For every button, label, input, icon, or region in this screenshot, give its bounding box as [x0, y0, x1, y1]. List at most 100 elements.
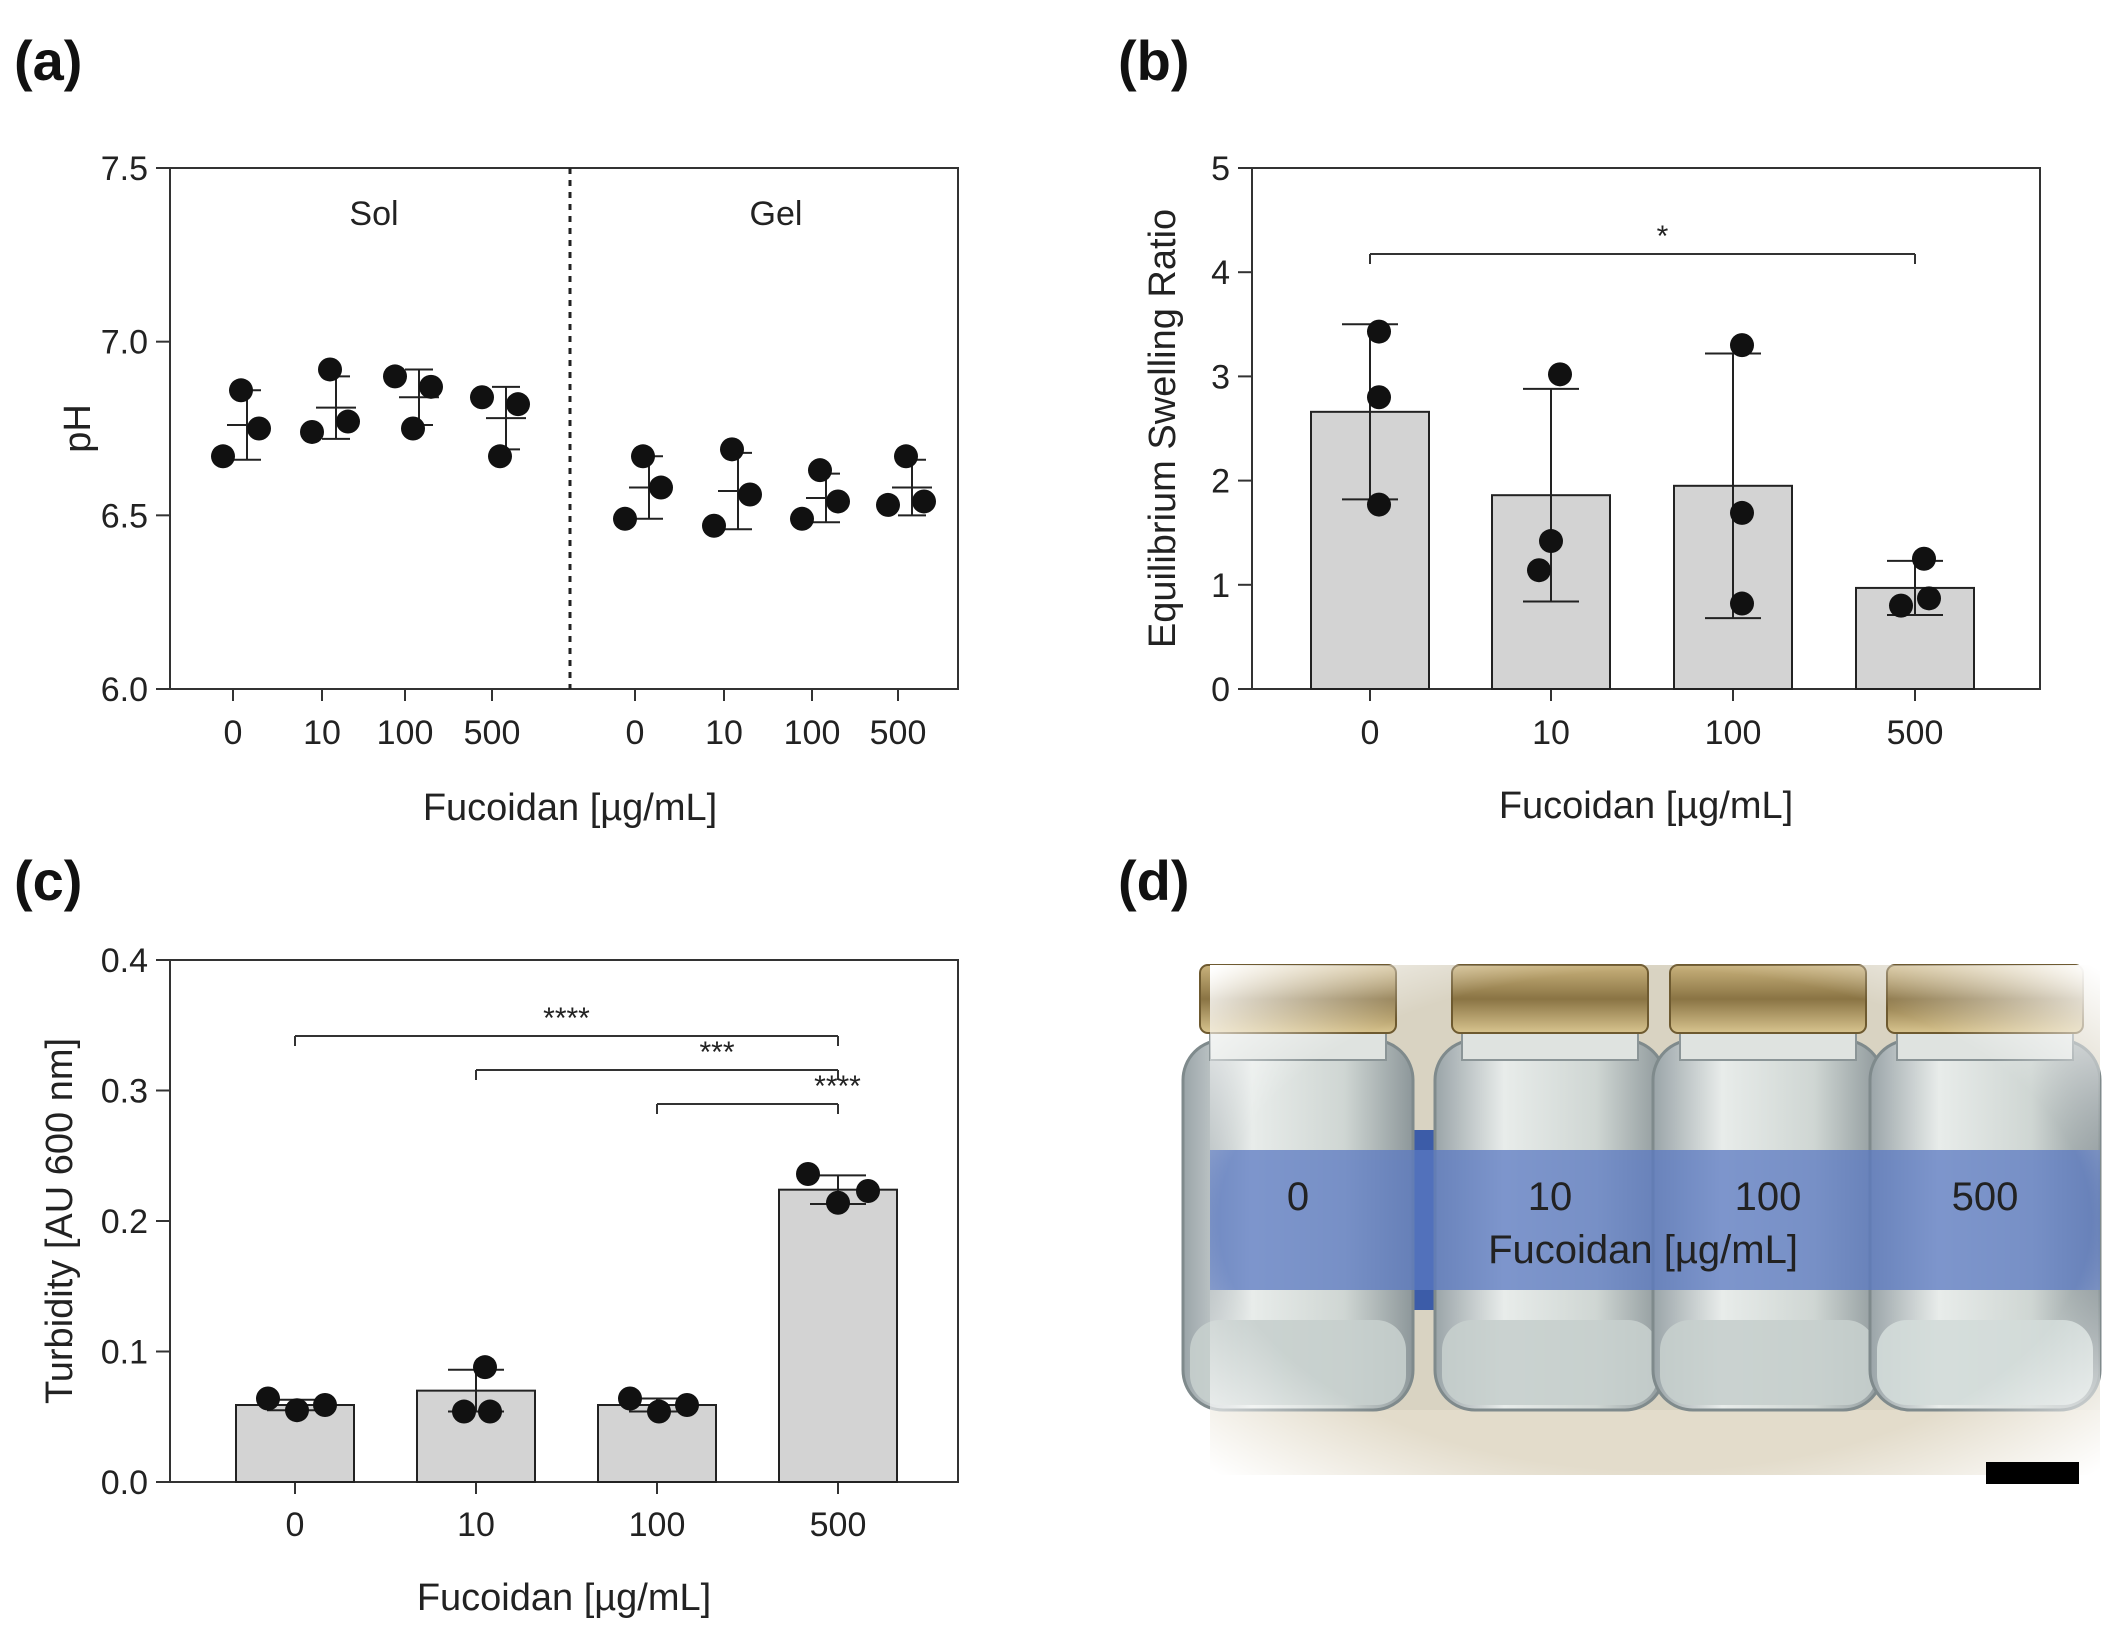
chart-a-xtick-label: 100	[377, 714, 434, 752]
chart-a-point	[876, 492, 900, 517]
chart-c-sig-label: ***	[699, 1036, 734, 1069]
chart-a-point	[613, 506, 637, 531]
chart-b-point	[1730, 500, 1754, 525]
photo-caption: Fucoidan [µg/mL]	[1488, 1228, 1798, 1272]
chart-a-xtick-label: 100	[784, 714, 841, 752]
chart-c-point	[285, 1398, 309, 1423]
chart-b-xtick-label: 100	[1705, 714, 1762, 752]
chart-a-point	[401, 416, 425, 441]
chart-b-sig-label: *	[1657, 220, 1669, 253]
chart-b-xtick-label: 0	[1361, 714, 1380, 752]
chart-b-point	[1367, 319, 1391, 344]
vial-label-0: 0	[1287, 1175, 1309, 1219]
chart-c-point	[796, 1162, 820, 1187]
chart-a-point	[738, 482, 762, 507]
chart-b-ytick-label: 4	[1211, 254, 1230, 292]
chart-b-ytick-label: 0	[1211, 671, 1230, 709]
chart-a-point	[336, 409, 360, 434]
chart-a-point	[631, 444, 655, 469]
chart-a-ylabel: pH	[57, 404, 99, 453]
chart-b-ytick-label: 1	[1211, 567, 1230, 605]
chart-c-xtick-label: 0	[286, 1506, 305, 1544]
chart-b-point	[1527, 558, 1551, 583]
chart-a-point	[702, 513, 726, 538]
chart-a-point	[894, 444, 918, 469]
vial-label-500: 500	[1952, 1175, 2019, 1219]
chart-a-point	[506, 392, 530, 417]
chart-a-point	[649, 475, 673, 500]
chart-c-point	[473, 1355, 497, 1380]
chart-c-ytick-label: 0.4	[101, 942, 148, 980]
chart-a-xlabel: Fucoidan [µg/mL]	[423, 787, 717, 829]
chart-a-ytick-label: 7.5	[101, 150, 148, 188]
chart-c-point	[256, 1386, 280, 1411]
chart-b-point	[1730, 333, 1754, 358]
chart-a-point	[808, 458, 832, 483]
chart-c-xtick-label: 100	[629, 1506, 686, 1544]
chart-a-xtick-label: 0	[224, 714, 243, 752]
panel-label-a: (a)	[14, 29, 83, 92]
chart-c-point	[647, 1399, 671, 1424]
chart-a-group-gel: Gel	[750, 195, 803, 233]
chart-c-xlabel: Fucoidan [µg/mL]	[417, 1577, 711, 1619]
chart-a-point	[470, 385, 494, 410]
chart-b-point	[1912, 546, 1936, 571]
chart-c-point	[856, 1178, 880, 1203]
chart-b-ytick-label: 5	[1211, 150, 1230, 188]
chart-a-point	[318, 357, 342, 382]
chart-b-ylabel: Equilibrium Swelling Ratio	[1142, 209, 1184, 648]
chart-c-point	[618, 1386, 642, 1411]
chart-c-xtick-label: 500	[810, 1506, 867, 1544]
chart-c-sig-label: ****	[814, 1070, 861, 1103]
chart-c-ytick-label: 0.0	[101, 1464, 148, 1502]
chart-c-point	[478, 1399, 502, 1424]
chart-a-point	[720, 437, 744, 462]
chart-a-point	[247, 416, 271, 441]
chart-a-point	[488, 444, 512, 469]
chart-b-point	[1889, 593, 1913, 618]
chart-a-plot-frame	[169, 167, 959, 690]
chart-b-point	[1730, 591, 1754, 616]
chart-b-point	[1367, 385, 1391, 410]
vial-label-10: 10	[1528, 1175, 1573, 1219]
chart-c-ytick-label: 0.1	[101, 1334, 148, 1372]
chart-a-point	[826, 489, 850, 514]
chart-b-ytick-label: 3	[1211, 358, 1230, 396]
chart-b-point	[1367, 492, 1391, 517]
panel-label-b: (b)	[1118, 29, 1190, 92]
scale-bar	[1986, 1462, 2079, 1484]
vial-label-100: 100	[1735, 1175, 1802, 1219]
chart-a-point	[912, 489, 936, 514]
chart-b-xtick-label: 500	[1887, 714, 1944, 752]
chart-a-ytick-label: 7.0	[101, 324, 148, 362]
photo-vignette	[1210, 965, 2100, 1475]
chart-a-xtick-label: 10	[303, 714, 341, 752]
chart-b-point	[1917, 586, 1941, 611]
chart-a-point	[300, 419, 324, 444]
chart-a-xtick-label: 10	[705, 714, 743, 752]
chart-a-ytick-label: 6.5	[101, 497, 148, 535]
chart-c-ytick-label: 0.2	[101, 1203, 148, 1241]
chart-b-point	[1548, 362, 1572, 387]
chart-b-ytick-label: 2	[1211, 463, 1230, 501]
chart-a-ytick-label: 6.0	[101, 671, 148, 709]
chart-a-xtick-label: 500	[464, 714, 521, 752]
chart-a-point	[229, 378, 253, 403]
chart-c-point	[313, 1393, 337, 1418]
chart-b-point	[1539, 529, 1563, 554]
chart-c-point	[826, 1190, 850, 1215]
chart-c-ylabel: Turbidity [AU 600 nm]	[39, 1038, 81, 1404]
chart-c-xtick-label: 10	[457, 1506, 495, 1544]
chart-c-point	[452, 1399, 476, 1424]
chart-b-plot-frame	[1251, 167, 2041, 690]
chart-a-xtick-label: 500	[870, 714, 927, 752]
chart-c-sig-label: ****	[543, 1002, 590, 1035]
chart-b-xlabel: Fucoidan [µg/mL]	[1499, 785, 1793, 827]
chart-c-point	[675, 1393, 699, 1418]
chart-a-group-sol: Sol	[349, 195, 398, 233]
chart-a-point	[790, 506, 814, 531]
chart-c-ytick-label: 0.3	[101, 1073, 148, 1111]
